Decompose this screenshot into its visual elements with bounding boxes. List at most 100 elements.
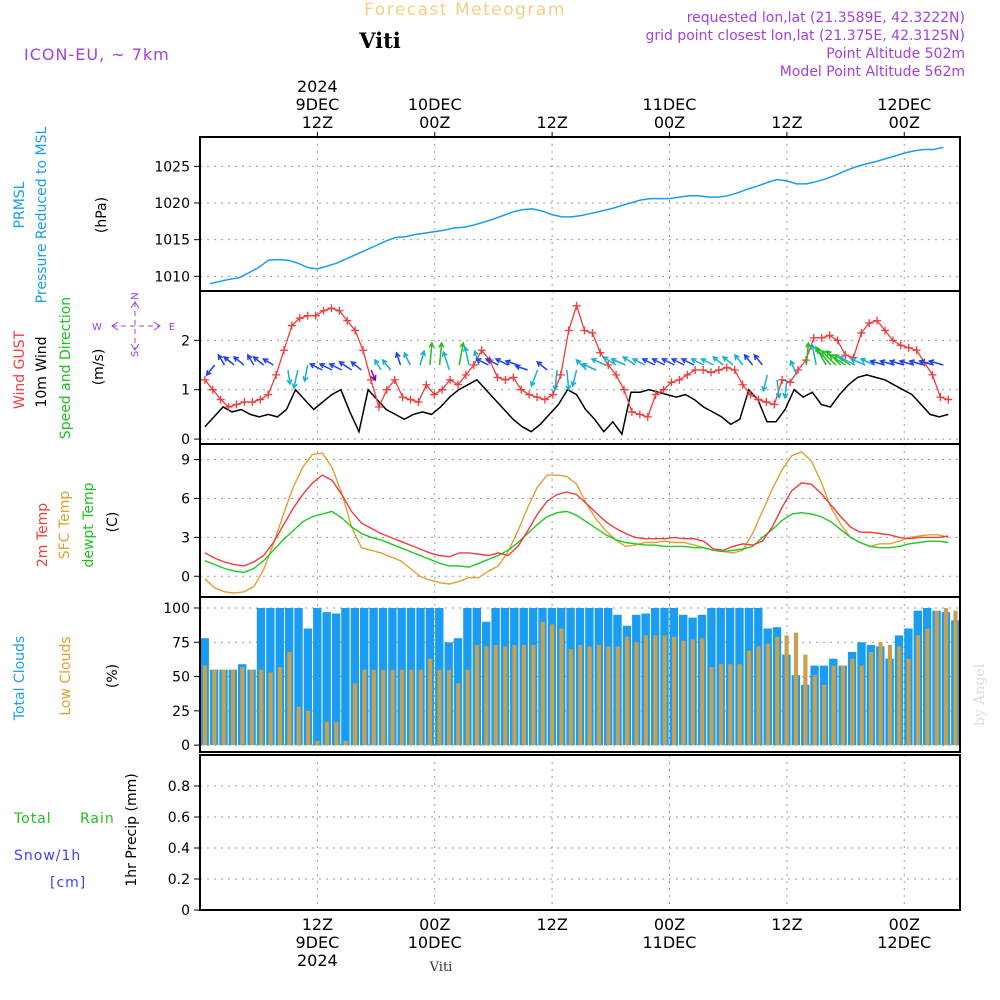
wind-direction-arrow (837, 356, 856, 366)
bottom-time-label: 12DEC (877, 933, 931, 952)
low-cloud-bar (596, 645, 602, 746)
wind-direction-arrow (859, 357, 876, 366)
top-time-label: 9DEC (295, 95, 339, 114)
low-cloud-bar (700, 638, 705, 746)
gust-marker (414, 398, 423, 407)
top-time-label: 12Z (536, 113, 567, 132)
ytick-label: 1020 (154, 196, 190, 212)
total-cloud-bar (294, 608, 303, 746)
low-cloud-bar (747, 650, 752, 746)
gust-marker (224, 402, 233, 411)
clouds-panel: 0 25 50 75 100 (163, 597, 960, 754)
wind-direction-arrow (472, 349, 480, 366)
low-cloud-bar (409, 669, 414, 746)
low-cloud-bar (202, 665, 207, 746)
wind-direction-arrow (782, 379, 789, 400)
top-time-label: 00Z (654, 113, 685, 132)
wind-direction-arrow (232, 356, 245, 366)
gust-marker (216, 395, 225, 404)
gust-marker (295, 314, 304, 323)
gust-marker (453, 380, 462, 389)
ytick-label: 0.8 (168, 779, 190, 795)
low-cloud-bar (737, 664, 742, 746)
ytick-label: 0.2 (168, 872, 190, 888)
gust-marker (430, 390, 439, 399)
wind-direction-arrow (350, 361, 362, 371)
gust-marker (738, 380, 747, 389)
ytick-label: 50 (172, 670, 190, 686)
wind-direction-arrow (879, 359, 895, 366)
gust-marker (588, 328, 597, 337)
gust-marker (343, 316, 352, 325)
wind-direction-arrow (828, 354, 846, 366)
requested-point: requested lon,lat (21.3589E, 42.3222N) (687, 10, 965, 26)
temperature-panel: 0 3 6 9 (181, 444, 960, 597)
gust-marker (620, 385, 629, 394)
gust-marker (825, 331, 834, 340)
credit-watermark: by Angel (972, 663, 988, 726)
gust-marker (406, 395, 415, 404)
low-cloud-bar (672, 636, 677, 746)
gust-marker (540, 395, 549, 404)
gust-marker (612, 370, 621, 379)
low-cloud-bar (315, 741, 320, 746)
wind-direction-arrow (302, 364, 309, 383)
ytick-label: 0 (181, 569, 190, 585)
low-cloud-bar (240, 667, 245, 746)
gust-marker (888, 336, 897, 345)
gust-marker (667, 378, 676, 387)
wind-direction-arrow (849, 357, 866, 366)
low-cloud-bar (690, 639, 695, 746)
wind-10m-label: 10m Wind (34, 336, 50, 407)
pressure-panel: 1010 1015 1020 1025 (154, 137, 960, 291)
low-cloud-bar (643, 635, 648, 746)
gust-marker (311, 311, 320, 320)
ytick-label: 2 (181, 333, 190, 349)
grid-point: grid point closest lon,lat (21.375E, 42.… (645, 28, 965, 44)
low-cloud-bar (728, 664, 733, 746)
gust-marker (778, 375, 787, 384)
ytick-label: 0.6 (168, 810, 190, 826)
top-time-label: 10DEC (408, 95, 462, 114)
wind-direction-arrow (833, 354, 851, 366)
gust-marker (857, 328, 866, 337)
low-cloud-bar (352, 683, 358, 746)
wind-direction-arrow (631, 358, 646, 366)
total-cloud-bar (341, 608, 350, 746)
low-cloud-bar (878, 642, 883, 746)
wind-direction-arrow (789, 359, 798, 376)
bottom-time-label: 11DEC (643, 933, 697, 952)
panel-frame (199, 290, 961, 445)
wind-direction-arrow (908, 359, 925, 366)
ytick-label: 0.4 (168, 841, 190, 857)
gust-marker (556, 370, 565, 379)
gust-marker (359, 346, 368, 355)
gust-marker (533, 393, 542, 402)
low-cloud-bar (812, 675, 817, 746)
wind-direction-arrow (743, 353, 754, 366)
panel-frame (199, 754, 961, 911)
ytick-label: 75 (172, 635, 190, 651)
gust-marker (327, 304, 336, 313)
precip-rain-label: Rain (80, 811, 115, 827)
model-altitude: Model Point Altitude 562m (780, 64, 965, 80)
ytick-label: 100 (163, 601, 190, 617)
low-cloud-bar (953, 610, 958, 746)
gust-marker (477, 346, 486, 355)
wind-direction-arrow (552, 369, 559, 392)
wind-direction-arrow (690, 358, 705, 366)
gust-marker (366, 375, 375, 384)
gust-marker (287, 321, 296, 330)
gust-marker (912, 346, 921, 355)
low-cloud-bar (662, 635, 667, 746)
dewpt-label: dewpt Temp (81, 482, 97, 567)
sfc-temp-label: SFC Temp (57, 491, 73, 560)
gust-marker (928, 370, 937, 379)
wind-direction-arrow (458, 341, 466, 366)
gust-marker (730, 365, 739, 374)
low-cloud-bar (718, 664, 724, 746)
low-cloud-bar (859, 665, 864, 746)
top-time-label: 00Z (889, 113, 920, 132)
